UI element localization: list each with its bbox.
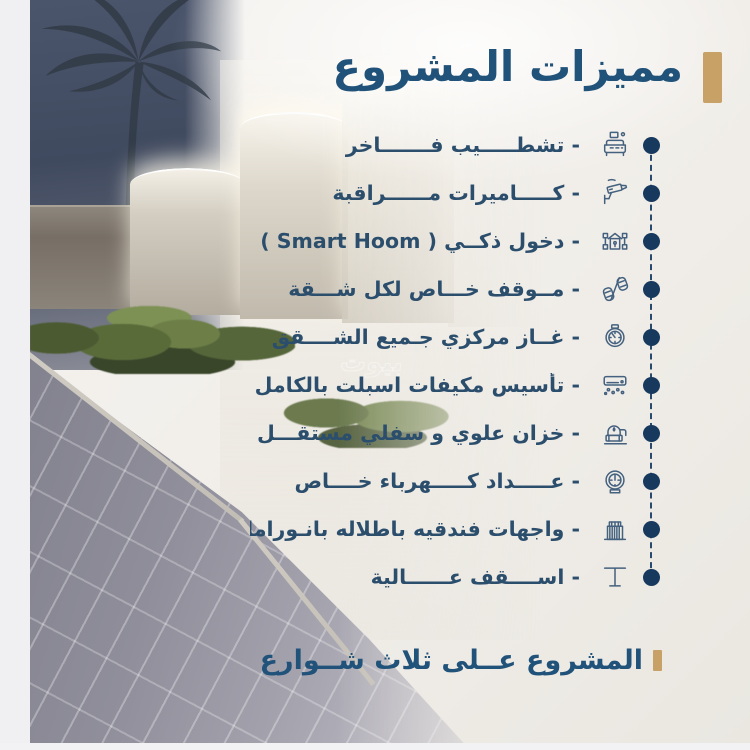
- feature-row: - اســــقف عــــــالية: [250, 553, 660, 601]
- timeline-dot: [642, 520, 660, 538]
- feature-label: - واجهات فندقيه باطلاله بانـوراما: [250, 517, 580, 541]
- smart-entry-icon: [598, 224, 632, 258]
- feature-label: - تأسيس مكيفات اسبلت بالكامل: [254, 373, 580, 397]
- lit-wall-section-1: [130, 168, 245, 315]
- high-ceiling-icon: [598, 560, 632, 594]
- timeline-dot: [642, 568, 660, 586]
- page-title: مميزات المشروع: [332, 42, 683, 91]
- footer-accent-bar: [653, 650, 662, 671]
- feature-row: - تأسيس مكيفات اسبلت بالكامل: [250, 361, 660, 409]
- feature-label: - دخول ذكــي ( Smart Hoom ): [260, 229, 580, 253]
- bottom-margin-strip: [0, 743, 750, 750]
- feature-label: - اســــقف عــــــالية: [370, 565, 580, 589]
- feature-row: - عـــــداد كـــــهرباء خــــاص: [250, 457, 660, 505]
- timeline-dot: [642, 328, 660, 346]
- feature-row: - تشطـــــيب فـــــــاخر: [250, 121, 660, 169]
- footer-title: المشروع عــلى ثلاث شــوارع: [259, 645, 643, 676]
- air-conditioner-icon: [598, 368, 632, 402]
- feature-row: - دخول ذكــي ( Smart Hoom ): [250, 217, 660, 265]
- feature-label: - غــاز مركزي جـميع الشــــقق: [271, 325, 580, 349]
- timeline-dot: [642, 280, 660, 298]
- gas-meter-icon: [598, 320, 632, 354]
- feature-label: - خزان علوي و سفلي مستقـــل: [256, 421, 580, 445]
- left-margin-strip: [0, 0, 30, 750]
- cctv-camera-icon: [598, 176, 632, 210]
- footer: المشروع عــلى ثلاث شــوارع: [260, 645, 662, 676]
- timeline-dot: [642, 184, 660, 202]
- electricity-meter-icon: [598, 464, 632, 498]
- feature-label: - كـــــاميرات مــــــراقبة: [332, 181, 580, 205]
- water-tank-icon: [598, 416, 632, 450]
- timeline-dot: [642, 232, 660, 250]
- feature-label: - عـــــداد كـــــهرباء خــــاص: [294, 469, 580, 493]
- timeline-dot: [642, 136, 660, 154]
- features-list: - تشطـــــيب فـــــــاخر - كـــــاميرات …: [250, 121, 660, 601]
- sofa-icon: [598, 128, 632, 162]
- feature-row: - غــاز مركزي جـميع الشــــقق: [250, 313, 660, 361]
- timeline-dot: [642, 424, 660, 442]
- timeline-dot: [642, 472, 660, 490]
- feature-label: - تشطـــــيب فـــــــاخر: [345, 133, 580, 157]
- timeline-dot: [642, 376, 660, 394]
- feature-row: - مــوقف خـــاص لكل شـــقة: [250, 265, 660, 313]
- building-facade-icon: [598, 512, 632, 546]
- feature-row: - كـــــاميرات مــــــراقبة: [250, 169, 660, 217]
- feature-label: - مــوقف خـــاص لكل شـــقة: [288, 277, 580, 301]
- feature-row: - خزان علوي و سفلي مستقـــل: [250, 409, 660, 457]
- private-parking-icon: [598, 272, 632, 306]
- feature-row: - واجهات فندقيه باطلاله بانـوراما: [250, 505, 660, 553]
- title-accent-bar: [703, 52, 722, 103]
